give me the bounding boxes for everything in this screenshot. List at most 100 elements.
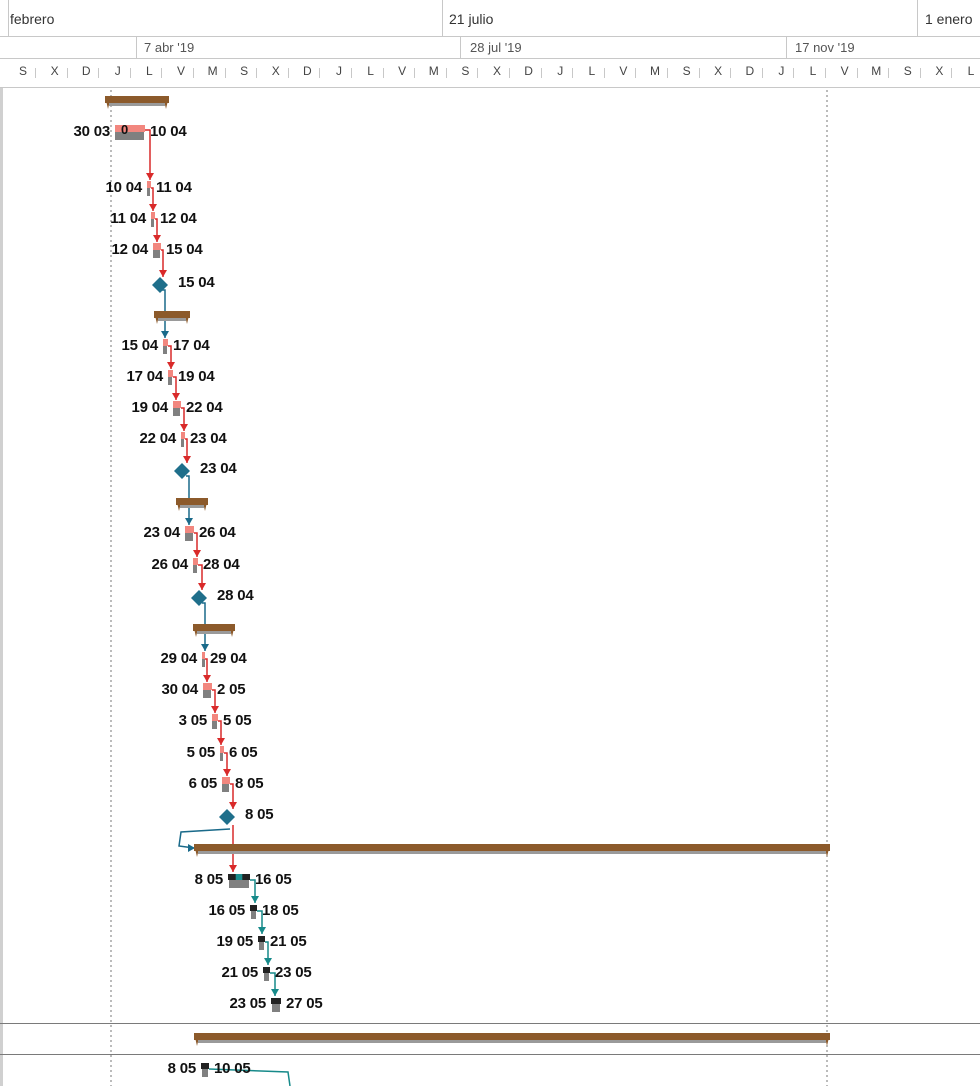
finish-date-label: 28 04 [217,587,254,604]
dependency-link [218,720,222,745]
task-bar-fill [263,967,270,973]
task-baseline [222,784,229,792]
finish-date-label: 26 04 [199,524,236,541]
start-date-label: 23 05 [229,995,266,1012]
finish-date-label: 22 04 [186,399,223,416]
task-bar-fill [202,652,205,659]
day-letter: M [428,64,439,78]
task-baseline [264,973,269,981]
finish-date-label: 5 05 [223,712,252,729]
task-bar-fill [271,998,281,1004]
dependency-arrowhead [159,270,167,277]
tier-mid-tick [786,37,787,58]
task-bar [271,998,281,1012]
day-letter: S [682,64,691,78]
day-tick [224,68,226,78]
day-letter: D [303,64,312,78]
tier-top-label: febrero [10,11,55,27]
summary-bar-end [163,96,169,109]
summary-bar [193,624,235,637]
task-baseline [203,690,211,698]
finish-date-label: 23 05 [275,964,312,981]
summary-baseline [180,505,204,508]
start-date-label: 16 05 [208,902,245,919]
day-tick [382,68,384,78]
dependency-link [178,828,231,849]
finish-date-label: 15 04 [178,274,215,291]
task-bar [228,874,250,888]
task-bar-fill [201,1063,209,1069]
tier-mid-label: 7 abr '19 [144,40,195,55]
task-baseline [168,377,172,385]
start-date-label: 10 04 [105,179,142,196]
tier-top-tick [8,0,9,36]
finish-date-label: 28 04 [203,556,240,573]
day-tick [761,68,763,78]
day-tick [635,68,637,78]
day-tick [572,68,574,78]
milestone-diamond [174,463,190,479]
finish-date-label: 15 04 [166,241,203,258]
dependency-link [151,187,154,211]
gantt-bars [105,96,830,1077]
tier-top-label: 21 julio [449,11,494,27]
dependency-link [161,249,164,277]
dependency-link [186,475,190,525]
dependency-arrowhead [198,583,206,590]
start-date-label: 26 04 [151,556,188,573]
task-bar [201,1063,209,1077]
day-tick [66,68,68,78]
dependency-link [173,376,177,400]
start-date-label: 23 04 [143,524,180,541]
task-baseline [272,1004,280,1012]
day-tick [98,68,100,78]
day-tick [161,68,163,78]
sheet-left-edge [0,0,3,1086]
start-date-label: 15 04 [121,337,158,354]
finish-date-label: 29 04 [210,650,247,667]
day-letter: L [146,64,153,78]
summary-baseline [109,103,165,106]
task-bar [263,967,270,981]
task-bar [168,370,173,385]
task-bar [163,339,168,354]
finish-date-label: 16 05 [255,871,292,888]
milestone-diamond [219,809,235,825]
summary-baseline [198,1040,826,1043]
dependency-arrowhead [223,769,231,776]
summary-bar-end [229,624,235,637]
start-date-label: 8 05 [194,871,224,888]
day-letter: L [588,64,596,78]
task-bar [220,746,224,761]
start-date-label: 30 04 [161,681,198,698]
start-date-label: 17 04 [126,368,163,385]
day-tick [698,68,700,78]
day-letter: M [650,64,660,78]
day-letter: J [114,64,121,78]
timescale-divider-mid [0,58,980,59]
summary-bar-end [194,1033,200,1046]
day-letter: X [935,64,944,78]
task-bar-fill [222,777,230,784]
day-tick [445,68,447,78]
day-tick [287,68,289,78]
day-letter: V [398,64,407,78]
task-baseline [251,911,256,919]
task-bar [212,714,218,729]
day-tick [319,68,321,78]
dependency-arrowhead [203,675,211,682]
start-date-label: 30 03 [73,123,110,140]
group-separator [0,1054,980,1055]
task-bar [258,936,265,950]
day-tick [667,68,668,78]
dependency-arrowhead [211,706,219,713]
start-date-label: 29 04 [160,650,197,667]
summary-bar [176,498,208,511]
task-bar-fill [147,181,151,188]
tier-mid-tick [136,37,137,58]
day-letter: X [492,64,501,78]
task-bar-fill [220,746,224,753]
task-bar-fill [153,243,161,250]
task-baseline [202,659,205,667]
